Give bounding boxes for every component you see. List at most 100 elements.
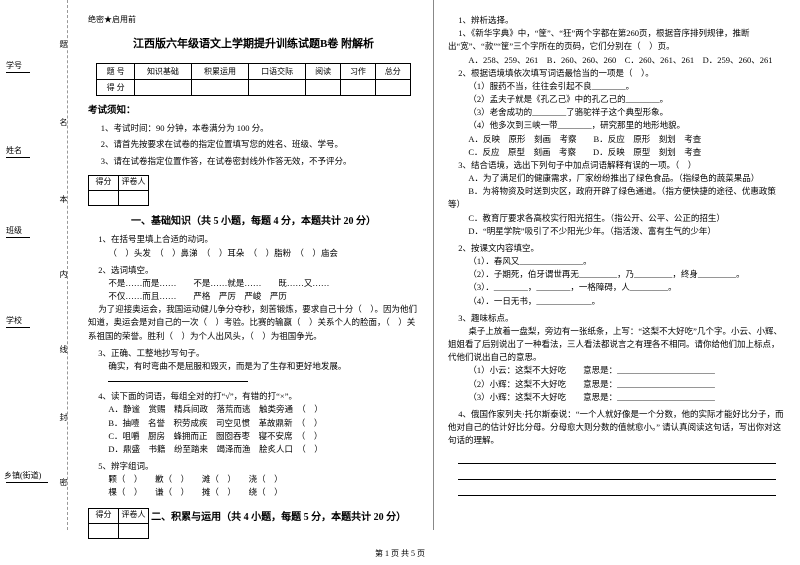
q5-row2: 棵（ ） 谦（ ） 摊（ ） 绕（ ） (88, 486, 419, 499)
q3-line: 确实，有时弯曲不是屈服和毁灭，而是为了生存和更好地发展。 (88, 360, 419, 373)
rq2-l3: （4）．一日无书，_____________。 (448, 295, 786, 308)
rq1-opts2-1: C．反应 原型 刻画 考察 D．反映 原型 刻划 考查 (448, 146, 786, 159)
rq3-l0: （1）小云：这梨不大好吃 意思是：_______________________ (448, 364, 786, 377)
exam-title: 江西版六年级语文上学期提升训练试题B卷 附解析 (88, 36, 419, 53)
q4-optC: C．咀嚼 厨房 蜂拥而正 囫囵吞枣 寝不安席 （ ） (88, 430, 419, 443)
q2-line2: 不仅……而且…… 严格 严厉 严峻 严历 (88, 290, 419, 303)
answer-line (108, 373, 248, 382)
bind-label-school: 学校 (6, 315, 22, 326)
grid-score-row: 得 分 (97, 80, 410, 96)
rq1: 1、辨析选择。 1、《新华字典》中，“筐”、“狂”两个字都在第260页，根据音序… (448, 14, 786, 238)
left-column: 绝密★启用前 江西版六年级语文上学期提升训练试题B卷 附解析 题 号 知识基础 … (68, 0, 434, 530)
q1-stem: 1、在括号里填上合适的动词。 (98, 234, 213, 244)
answer-line (458, 452, 776, 464)
rq3-body: 桌子上放着一盘梨，旁边有一张纸条，上写：“这梨不大好吃”几个字。小云、小辉、姐姐… (448, 325, 786, 365)
rq3-l2: （3）小辉：这梨不大好吃 意思是：_______________________ (448, 391, 786, 404)
section1-heading: 一、基础知识（共 5 小题，每题 4 分，本题共计 20 分） (88, 214, 419, 230)
rq4-stem: 4、俄国作家列夫·托尔斯泰说：“一个人就好像是一个分数，他的实际才能好比分子，而… (448, 409, 784, 445)
bind-uline (6, 237, 30, 238)
q4-stem: 4、读下面的词语，每组全对的打“√”，有错的打“×”。 (98, 391, 297, 401)
bind-label-town: 乡镇(街道) (4, 470, 41, 481)
q5: 5、辨字组词。 颗（ ） 歉（ ） 滩（ ） 浇（ ） 棵（ ） 谦（ ） 摊（… (88, 460, 419, 500)
q4: 4、读下面的词语，每组全对的打“√”，有错的打“×”。 A．静谧 赏赐 精兵间政… (88, 390, 419, 456)
rq1-l2-2: （3）老舍成功的________了骆驼祥子这个典型形象。 (448, 106, 786, 119)
grid-cell (306, 80, 341, 96)
page-content: 绝密★启用前 江西版六年级语文上学期提升训练试题B卷 附解析 题 号 知识基础 … (68, 0, 800, 530)
rq1-sub1: 1、《新华字典》中，“筐”、“狂”两个字都在第260页，根据音序排列规律，推断出… (448, 27, 786, 53)
grid-h3: 口语交际 (249, 64, 306, 80)
answer-line (458, 484, 776, 496)
grid-header-row: 题 号 知识基础 积累运用 口语交际 阅读 习作 总分 (97, 64, 410, 80)
bind-uline (6, 72, 30, 73)
q4-optD: D．鼎盛 书籍 纷至踏来 竭泽而渔 脍炙人口 （ ） (88, 443, 419, 456)
q3: 3、正确、工整地抄写句子。 确实，有时弯曲不是屈服和毁灭，而是为了生存和更好地发… (88, 347, 419, 387)
scorebox-empty (89, 523, 119, 538)
rq1-l2-3: （4）他多次到三峡一带________，研究那里的地形地貌。 (448, 119, 786, 132)
notice-item: 2、请首先按要求在试卷的指定位置填写您的姓名、班级、学号。 (88, 138, 419, 151)
scorebox-1: 得分 评卷人 (88, 175, 149, 206)
rq1-l2-1: （2）孟夫子就是《孔乙己》中的孔乙己的________。 (448, 93, 786, 106)
q5-row1: 颗（ ） 歉（ ） 滩（ ） 浇（ ） (88, 473, 419, 486)
rq3: 3、趣味标点。 桌子上放着一盘梨，旁边有一张纸条，上写：“这梨不大好吃”几个字。… (448, 312, 786, 404)
grid-h0: 题 号 (97, 64, 135, 80)
rq1-opts2-0: A．反映 原形 刻画 考察 B．反应 原形 刻划 考查 (448, 133, 786, 146)
grid-h5: 习作 (341, 64, 376, 80)
scorebox-c2: 评卷人 (119, 508, 149, 523)
q2-line1: 不是……而是…… 不是……就是…… 既……又…… (88, 277, 419, 290)
q2: 2、选词填空。 不是……而是…… 不是……就是…… 既……又…… 不仅……而且…… (88, 264, 419, 343)
rq1-sub2: 2、根据语境填依次填写词语最恰当的一项是（ ）。 (448, 67, 786, 80)
q1-line: （ ）头发 （ ）鼻涕 （ ）耳朵 （ ）脂粉 （ ）庙会 (88, 247, 419, 260)
rq1-sub3: 3、结合语境，选出下列句子中加点词语解释有误的一项。（ ） (448, 159, 786, 172)
page-footer: 第 1 页 共 5 页 (0, 548, 800, 559)
notice-heading: 考试须知： (88, 104, 419, 119)
rq3-l1: （2）小辉：这梨不大好吃 意思是：_______________________ (448, 378, 786, 391)
scorebox-c1: 得分 (89, 508, 119, 523)
bind-uline (6, 157, 30, 158)
section2-heading: 二、积累与运用（共 4 小题，每题 5 分，本题共计 20 分） (151, 510, 406, 526)
scorebox-empty (89, 190, 119, 205)
rq2: 2、按课文内容填空。 （1）．春风又_______________。 （2）．子… (448, 242, 786, 308)
grid-cell (249, 80, 306, 96)
rq2-stem: 2、按课文内容填空。 (458, 243, 539, 253)
scorebox-c1: 得分 (89, 175, 119, 190)
answer-line (458, 468, 776, 480)
grid-cell (192, 80, 249, 96)
rq4: 4、俄国作家列夫·托尔斯泰说：“一个人就好像是一个分数，他的实际才能好比分子，而… (448, 408, 786, 496)
bind-label-xuehao: 学号 (6, 60, 22, 71)
rq2-l1: （2）．子期死，伯牙谓世再无_________，乃_________，终身___… (448, 268, 786, 281)
q3-stem: 3、正确、工整地抄写句子。 (98, 348, 204, 358)
right-column: 1、辨析选择。 1、《新华字典》中，“筐”、“狂”两个字都在第260页，根据音序… (434, 0, 800, 530)
grid-cell (134, 80, 191, 96)
rq1-l3-2: C．教育厅要求各高校实行阳光招生。（指公开、公平、公正的招生） (448, 212, 786, 225)
q2-stem: 2、选词填空。 (98, 265, 153, 275)
grid-cell (341, 80, 376, 96)
q4-optA: A．静谧 赏赐 精兵间政 落荒而逃 触类旁通 （ ） (88, 403, 419, 416)
grid-h4: 阅读 (306, 64, 341, 80)
rq1-l2-0: （1）服药不当，往往会引起不良________。 (448, 80, 786, 93)
notice-item: 1、考试时间：90 分钟，本卷满分为 100 分。 (88, 122, 419, 135)
grid-cell (375, 80, 410, 96)
rq1-opts1: A．258、259、261 B．260、260、260 C．260、261、26… (448, 54, 786, 67)
scorebox-c2: 评卷人 (119, 175, 149, 190)
bind-uline (6, 327, 30, 328)
rq1-l3-3: D．“明星学院”吸引了不少阳光少年。（指活泼、富有生气的少年） (448, 225, 786, 238)
secret-label: 绝密★启用前 (88, 14, 419, 26)
q4-optB: B．抽噎 名誉 积劳成疾 司空见惯 革故鼎新 （ ） (88, 417, 419, 430)
scorebox-empty (119, 523, 149, 538)
grid-r2c0: 得 分 (97, 80, 135, 96)
q5-stem: 5、辨字组词。 (98, 461, 153, 471)
notice-block: 考试须知： 1、考试时间：90 分钟，本卷满分为 100 分。 2、请首先按要求… (88, 104, 419, 167)
rq1-l3-1: B．为将物资及时送到灾区，政府开辟了绿色通道。（指方便快捷的途径、优惠政策等） (448, 185, 786, 211)
rq1-stem: 1、辨析选择。 (458, 15, 513, 25)
score-grid: 题 号 知识基础 积累运用 口语交际 阅读 习作 总分 得 分 (96, 63, 410, 96)
grid-h6: 总分 (375, 64, 410, 80)
q2-line3: 为了迎接奥运会，我国运动健儿争分夺秒，刻苦锻炼，要求自己十分（ ）。因为他们知道… (88, 303, 419, 343)
grid-h2: 积累运用 (192, 64, 249, 80)
bind-label-name: 姓名 (6, 145, 22, 156)
q1: 1、在括号里填上合适的动词。 （ ）头发 （ ）鼻涕 （ ）耳朵 （ ）脂粉 （… (88, 233, 419, 259)
rq2-l2: （3）．________，________，一格障碍，人_________。 (448, 281, 786, 294)
rq1-l3-0: A．为了满足们的健康需求，厂家纷纷推出了绿色食品。（指绿色的蔬菜果品） (448, 172, 786, 185)
rq3-stem: 3、趣味标点。 (458, 313, 513, 323)
scorebox-empty (119, 190, 149, 205)
scorebox-2: 得分 评卷人 (88, 508, 149, 539)
